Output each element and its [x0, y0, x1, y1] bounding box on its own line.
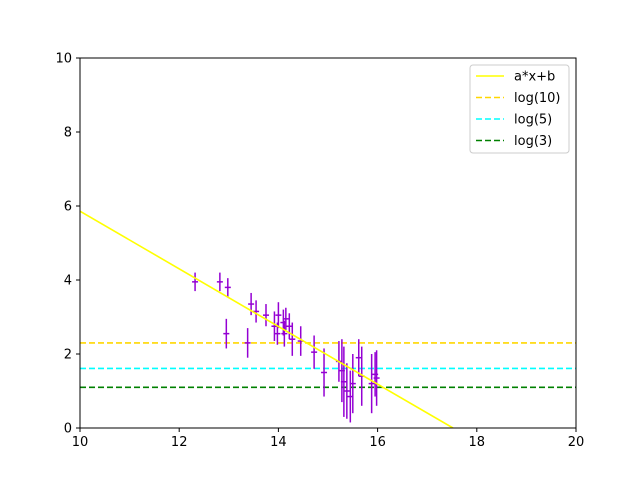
y-tick-label: 8: [64, 126, 72, 141]
data-point: [286, 313, 293, 340]
y-tick-label: 10: [55, 52, 72, 67]
x-tick-label: 12: [171, 435, 188, 450]
plot-frame: [79, 57, 577, 429]
data-point: [343, 363, 350, 419]
data-point: [282, 307, 289, 330]
fit-line: [80, 210, 454, 428]
legend: a*x+b log(10) log(5) log(3): [469, 64, 570, 154]
y-tick-label: 0: [64, 422, 72, 437]
x-tick-label: 14: [270, 435, 287, 450]
legend-label: log(10): [514, 91, 561, 106]
data-point: [192, 272, 199, 292]
y-tick-label: 4: [64, 274, 72, 289]
data-point: [368, 354, 375, 414]
legend-label: log(5): [514, 113, 552, 128]
data-point: [349, 354, 356, 414]
axes-layer: 10 12 14 16 18 20 0 2 4 6 8 10: [55, 52, 584, 451]
y-tick-label: 2: [64, 348, 72, 363]
data-point: [281, 320, 288, 347]
legend-box: [469, 64, 570, 154]
data-point: [321, 348, 328, 397]
x-tick-label: 10: [72, 435, 89, 450]
x-tick-label: 18: [469, 435, 486, 450]
data-point: [311, 335, 318, 369]
legend-label: log(3): [514, 134, 552, 149]
data-point: [275, 302, 282, 329]
y-tick-label: 6: [64, 200, 72, 215]
data-point: [216, 272, 223, 292]
series-layer: [80, 210, 576, 428]
data-point: [355, 339, 362, 377]
legend-label: a*x+b: [514, 70, 555, 85]
data-point: [223, 318, 230, 349]
data-point: [224, 278, 231, 297]
data-point: [289, 322, 296, 356]
x-tick-label: 20: [568, 435, 585, 450]
data-point: [340, 346, 347, 417]
data-point: [373, 350, 380, 406]
x-tick-label: 16: [369, 435, 386, 450]
plot-clip-group: [80, 210, 576, 428]
data-point: [263, 304, 269, 327]
data-point: [244, 328, 251, 358]
